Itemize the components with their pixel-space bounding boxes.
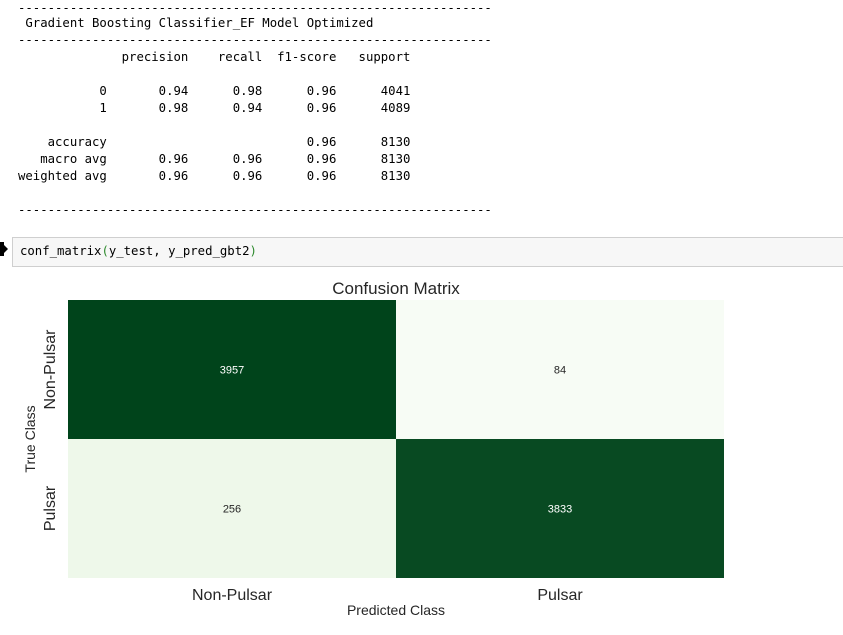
cell-run-arrow-icon (4, 245, 8, 253)
code-cell-input[interactable]: conf_matrix(y_test, y_pred_gbt2) (12, 237, 843, 267)
heatmap-cell-value: 3833 (548, 504, 572, 516)
report-row: 0 0.94 0.98 0.96 4041 (18, 84, 411, 98)
x-tick-label: Non-Pulsar (192, 587, 273, 604)
heatmap-cell (68, 439, 396, 578)
confusion-matrix-chart: Confusion Matrix 3957 84 256 3833 Non-Pulsa… (22, 279, 724, 618)
report-row: weighted avg 0.96 0.96 0.96 8130 (18, 169, 411, 183)
report-title: Gradient Boosting Classifier_EF Model Op… (18, 16, 374, 30)
heatmap-cell-value: 84 (554, 365, 566, 377)
x-tick-labels: Non-Pulsar Pulsar (192, 587, 583, 604)
x-tick-label: Pulsar (537, 587, 583, 604)
y-axis-label: True Class (22, 405, 38, 472)
heatmap-cell (396, 300, 724, 439)
heatmap-cell-value: 256 (223, 504, 241, 516)
report-row: 1 0.98 0.94 0.96 4089 (18, 101, 411, 115)
y-tick-label: Non-Pulsar (42, 329, 59, 410)
code-line[interactable]: conf_matrix(y_test, y_pred_gbt2) (20, 244, 257, 258)
code-close-paren: ) (249, 244, 257, 258)
heatmap-cells: 3957 84 256 3833 (68, 300, 724, 578)
code-open-paren: ( (101, 244, 109, 258)
report-rule-bottom: ----------------------------------------… (18, 203, 492, 217)
report-row: accuracy 0.96 8130 (18, 135, 411, 149)
report-row: macro avg 0.96 0.96 0.96 8130 (18, 152, 411, 166)
code-args: y_test, y_pred_gbt2 (108, 244, 250, 258)
heatmap-cell (396, 439, 724, 578)
heatmap-cell-value: 3957 (220, 365, 244, 377)
report-rule-top: ----------------------------------------… (18, 1, 492, 15)
x-axis-label: Predicted Class (347, 602, 445, 618)
y-tick-labels: Non-Pulsar Pulsar (42, 329, 59, 531)
cell-run-indicator (0, 242, 4, 256)
report-rule-mid: ----------------------------------------… (18, 33, 492, 47)
chart-title: Confusion Matrix (332, 279, 460, 298)
heatmap-cell (68, 300, 396, 439)
y-tick-label: Pulsar (42, 485, 59, 531)
report-header: precision recall f1-score support (18, 50, 411, 64)
code-function: conf_matrix (20, 244, 102, 258)
